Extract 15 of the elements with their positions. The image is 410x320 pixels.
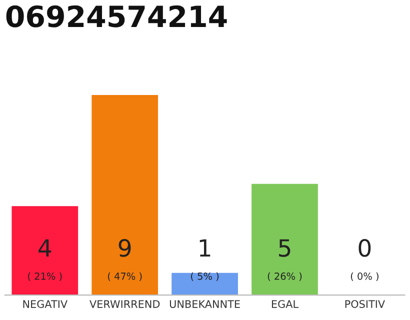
x-tick-label: EGAL [272,300,298,308]
x-tick-label: NEGATIV [23,300,68,308]
x-tick-label: VERWIRREND [90,300,160,308]
data-label: 9 ( 47% ) [108,239,142,282]
bar [172,272,238,296]
x-tick-label: POSITIV [345,300,385,308]
bar [12,206,78,296]
data-label: 5 ( 26% ) [268,239,302,282]
chart-title: 06924574214 [6,5,227,28]
data-label: 0 ( 0% ) [350,239,378,282]
bar [252,184,318,296]
data-label: 1 ( 5% ) [191,239,219,282]
bar [92,95,158,296]
data-label: 4 ( 21% ) [28,239,62,282]
x-tick-label: UNBEKANNTE [170,300,240,308]
